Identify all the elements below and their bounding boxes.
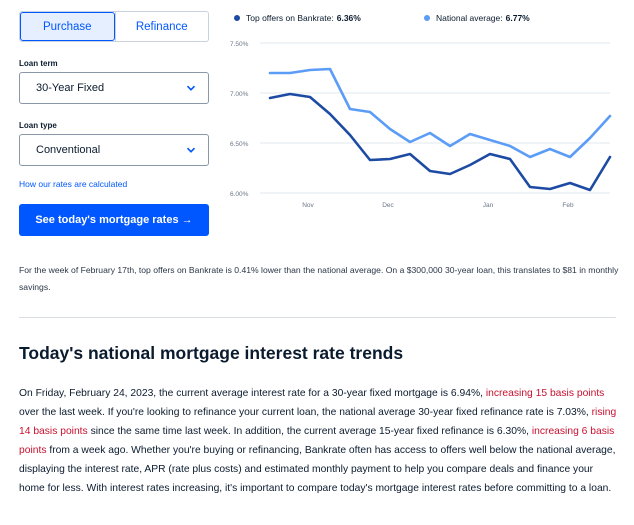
paragraph-text-2: over the last week. If you're looking to… xyxy=(19,407,592,418)
chevron-down-icon xyxy=(186,85,196,91)
top-offers-label: Top offers on Bankrate: xyxy=(246,13,334,23)
x-tick-label: Feb xyxy=(562,202,574,209)
section-divider xyxy=(19,317,616,318)
top-offers-dot-icon xyxy=(234,15,240,21)
savings-note: For the week of February 17th, top offer… xyxy=(19,265,619,292)
section-title: Today's national mortgage interest rate … xyxy=(19,343,404,363)
rising-14-bps-link[interactable]: rising 14 basis points xyxy=(19,407,617,437)
legend-top-offers: Top offers on Bankrate: 6.36% xyxy=(234,13,361,23)
x-tick-label: Jan xyxy=(483,202,494,209)
loan-type-select[interactable]: Conventional xyxy=(19,134,209,166)
purchase-refinance-toggle: Purchase Refinance xyxy=(19,11,209,42)
series-line-top-offers-on-bankrate xyxy=(268,92,612,192)
loan-term-value: 30-Year Fixed xyxy=(36,82,105,94)
y-tick-label: 7.00% xyxy=(230,91,249,98)
series-line-national-average xyxy=(268,67,612,159)
y-tick-label: 6.50% xyxy=(230,141,249,148)
paragraph-text-3: since the same time last week. In additi… xyxy=(87,426,532,437)
rate-trends-paragraph: On Friday, February 24, 2023, the curren… xyxy=(19,384,619,498)
national-average-value: 6.77% xyxy=(505,13,530,23)
rates-calculated-link[interactable]: How our rates are calculated xyxy=(19,179,128,189)
national-average-label: National average: xyxy=(436,13,503,23)
loan-type-label: Loan type xyxy=(19,121,57,130)
increasing-6-bps-link[interactable]: increasing 6 basis points xyxy=(19,426,615,456)
national-average-dot-icon xyxy=(424,15,430,21)
legend-national-average: National average: 6.77% xyxy=(424,13,530,23)
top-offers-value: 6.36% xyxy=(336,13,361,23)
see-rates-button[interactable]: See today's mortgage rates → xyxy=(19,204,209,236)
y-tick-label: 7.50% xyxy=(230,41,249,48)
paragraph-text-4: from a week ago. Whether you're buying o… xyxy=(19,445,616,494)
paragraph-text-1: On Friday, February 24, 2023, the curren… xyxy=(19,388,486,399)
loan-term-select[interactable]: 30-Year Fixed xyxy=(19,72,209,104)
x-tick-label: Dec xyxy=(382,202,394,209)
loan-type-value: Conventional xyxy=(36,144,101,156)
chevron-down-icon xyxy=(186,147,196,153)
purchase-tab[interactable]: Purchase xyxy=(20,12,115,41)
y-tick-label: 6.00% xyxy=(230,191,249,198)
mortgage-rate-chart: 7.50% 7.00% 6.50% 6.00% Nov Dec Jan Feb xyxy=(230,41,612,209)
x-tick-label: Nov xyxy=(302,202,314,209)
loan-term-label: Loan term xyxy=(19,59,58,68)
increasing-15-bps-link[interactable]: increasing 15 basis points xyxy=(485,388,605,399)
refinance-tab[interactable]: Refinance xyxy=(114,12,209,41)
